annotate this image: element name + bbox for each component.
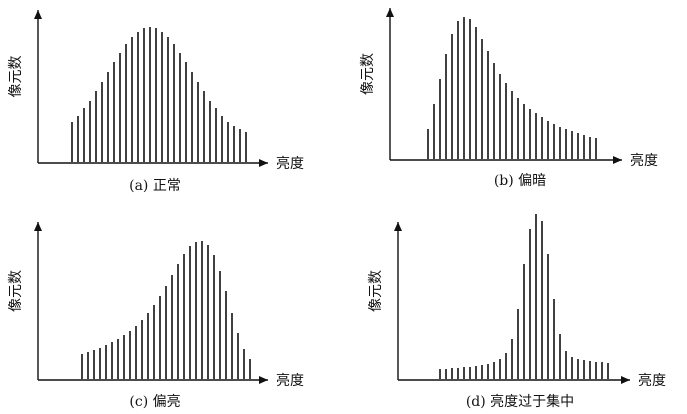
x-axis-arrow bbox=[259, 376, 268, 384]
y-axis-label: 像元数 bbox=[368, 270, 384, 312]
x-axis-arrow bbox=[621, 376, 630, 384]
histogram-panel: 亮度 像元数 (d) 亮度过于集中 bbox=[368, 214, 666, 410]
x-axis-arrow bbox=[613, 156, 622, 164]
histogram-panel: 亮度 像元数 (a) 正常 bbox=[8, 10, 304, 194]
panel-caption: (d) 亮度过于集中 bbox=[466, 393, 574, 410]
y-axis-arrow bbox=[386, 8, 394, 17]
x-axis-label: 亮度 bbox=[276, 155, 304, 172]
x-axis-label: 亮度 bbox=[630, 152, 658, 169]
y-axis-arrow bbox=[34, 10, 42, 19]
panel-caption: (a) 正常 bbox=[129, 178, 181, 194]
y-axis-arrow bbox=[34, 222, 42, 231]
y-axis-label: 像元数 bbox=[8, 56, 24, 98]
histogram-panel: 亮度 像元数 (b) 偏暗 bbox=[360, 8, 658, 189]
panel-caption: (b) 偏暗 bbox=[494, 173, 546, 189]
x-axis-label: 亮度 bbox=[276, 372, 304, 389]
x-axis-arrow bbox=[259, 159, 268, 167]
y-axis-label: 像元数 bbox=[360, 53, 376, 95]
panel-caption: (c) 偏亮 bbox=[129, 393, 180, 410]
x-axis-label: 亮度 bbox=[638, 372, 666, 389]
y-axis-label: 像元数 bbox=[8, 270, 24, 312]
y-axis-arrow bbox=[394, 222, 402, 231]
histogram-panel: 亮度 像元数 (c) 偏亮 bbox=[8, 222, 304, 410]
